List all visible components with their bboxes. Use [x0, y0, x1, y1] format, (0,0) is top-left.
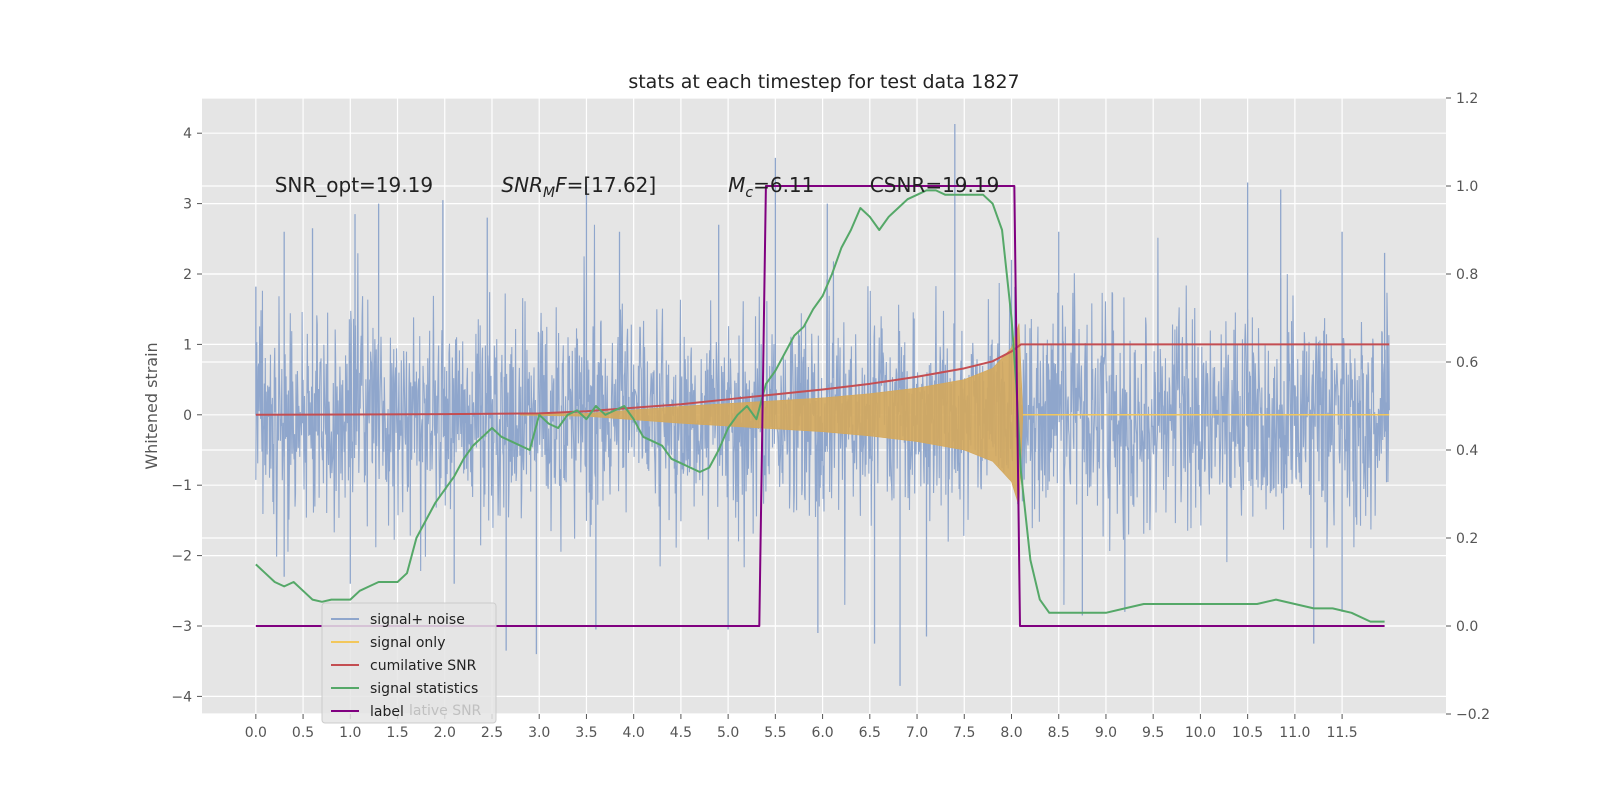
annotation: CSNR=19.19: [870, 173, 1000, 197]
label-line: [255, 185, 1385, 627]
legend-label: signal only: [370, 635, 445, 651]
cumilative-snr-line: [255, 343, 1390, 416]
y-tick-label: 2: [183, 267, 192, 283]
y-tick-label: 4: [183, 126, 192, 142]
x-tick-label: 9.5: [1142, 725, 1164, 741]
annotations: SNR_opt=19.19 SNRMF=[17.62] Mc=6.11 CSNR=19…: [275, 173, 1000, 201]
x-tick-label: 7.5: [953, 725, 975, 741]
annotation: Mc=6.11: [728, 173, 814, 201]
x-tick-label: 2.0: [434, 725, 456, 741]
x-tick-label: 4.5: [670, 725, 692, 741]
annotation: SNRMF=[17.62]: [501, 173, 656, 201]
x-tick-label: 6.5: [859, 725, 881, 741]
legend-label: label: [370, 704, 404, 720]
ticks-layer: 0.0 0.5 1.0 1.5 2.0 2.5 3.0 3.5 4.0 4.5 5.0 5.5 6.0 6…: [171, 91, 1490, 741]
annotation-suffix: F=[17.62]: [555, 173, 656, 197]
annotation-main: SNR_opt=19.19: [275, 173, 433, 197]
x-tick-label: 1.0: [339, 725, 361, 741]
x-tick-label: 3.0: [528, 725, 550, 741]
x-tick-label: 11.5: [1327, 725, 1358, 741]
annotation: SNR_opt=19.19: [275, 173, 433, 197]
x-tick-label: 7.0: [906, 725, 928, 741]
y2-tick-label: 0.4: [1456, 443, 1478, 459]
annotation-main: SNR: [501, 173, 543, 197]
signal-statistics-line: [255, 189, 1385, 623]
legend-label: signal statistics: [370, 681, 478, 697]
y2-tick-label: 0.2: [1456, 531, 1478, 547]
x-tick-label: 4.0: [623, 725, 645, 741]
x-tick-label: 1.5: [386, 725, 408, 741]
x-tick-label: 0.0: [245, 725, 267, 741]
chirp-layer: [520, 323, 1390, 507]
annotation-main: M: [728, 173, 745, 197]
legend: lative SNR signal+ noise signal only cumila…: [321, 602, 497, 724]
legend-label: signal+ noise: [370, 612, 465, 628]
lines-layer: [255, 185, 1390, 627]
x-tick-label: 10.0: [1185, 725, 1216, 741]
y2-tick-label: 1.2: [1456, 91, 1478, 107]
x-tick-label: 3.5: [575, 725, 597, 741]
annotation-suffix-rest: =[17.62]: [567, 173, 657, 197]
x-tick-label: 11.0: [1279, 725, 1310, 741]
legend-ghost-text: lative SNR: [409, 703, 482, 719]
y-tick-label: −1: [171, 478, 192, 494]
y-tick-label: −2: [171, 549, 192, 565]
y2-tick-label: 0.0: [1456, 619, 1478, 635]
x-tick-label: 2.5: [481, 725, 503, 741]
annotation-sub: c: [745, 185, 753, 201]
annotation-suffix: =6.11: [753, 173, 814, 197]
y-axis-label: Whitened strain: [142, 342, 161, 469]
annotation-sub: M: [543, 185, 555, 201]
x-tick-label: 5.5: [764, 725, 786, 741]
legend-box: [321, 602, 497, 724]
annotation-suffix-italic: F: [555, 173, 567, 197]
annotation-main: CSNR=19.19: [870, 173, 1000, 197]
signal-only-chirp: [520, 323, 1024, 507]
x-tick-label: 10.5: [1232, 725, 1263, 741]
y2-tick-label: 0.6: [1456, 355, 1478, 371]
y2-tick-label: 1.0: [1456, 179, 1478, 195]
x-tick-label: 6.0: [811, 725, 833, 741]
x-tick-label: 8.0: [1000, 725, 1022, 741]
y-tick-label: −3: [171, 619, 192, 635]
y-tick-label: 1: [183, 337, 192, 353]
y-tick-label: 0: [183, 408, 192, 424]
y2-tick-label: −0.2: [1456, 707, 1490, 723]
x-tick-label: 5.0: [717, 725, 739, 741]
x-tick-label: 9.0: [1095, 725, 1117, 741]
chart-title: stats at each timestep for test data 182…: [628, 71, 1019, 93]
y-tick-label: 3: [183, 197, 192, 213]
y2-tick-label: 0.8: [1456, 267, 1478, 283]
x-tick-label: 0.5: [292, 725, 314, 741]
y-tick-label: −4: [171, 689, 192, 705]
legend-label: cumilative SNR: [370, 658, 477, 674]
x-tick-label: 8.5: [1048, 725, 1070, 741]
